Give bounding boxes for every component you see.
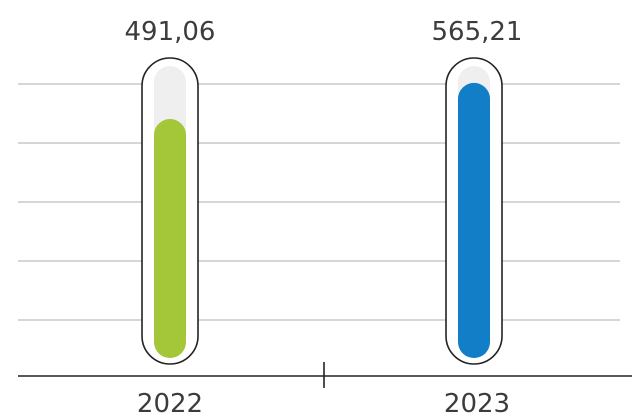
bar-fill-2022 <box>154 119 186 359</box>
x-axis <box>18 362 632 388</box>
category-label-2023: 2023 <box>444 389 510 419</box>
bar-fill-2023 <box>458 82 490 358</box>
grid-lines <box>18 83 620 321</box>
value-label-2022: 491,06 <box>125 17 216 47</box>
category-label-2022: 2022 <box>137 389 203 419</box>
bars <box>141 57 503 365</box>
value-label-2023: 565,21 <box>432 17 523 47</box>
